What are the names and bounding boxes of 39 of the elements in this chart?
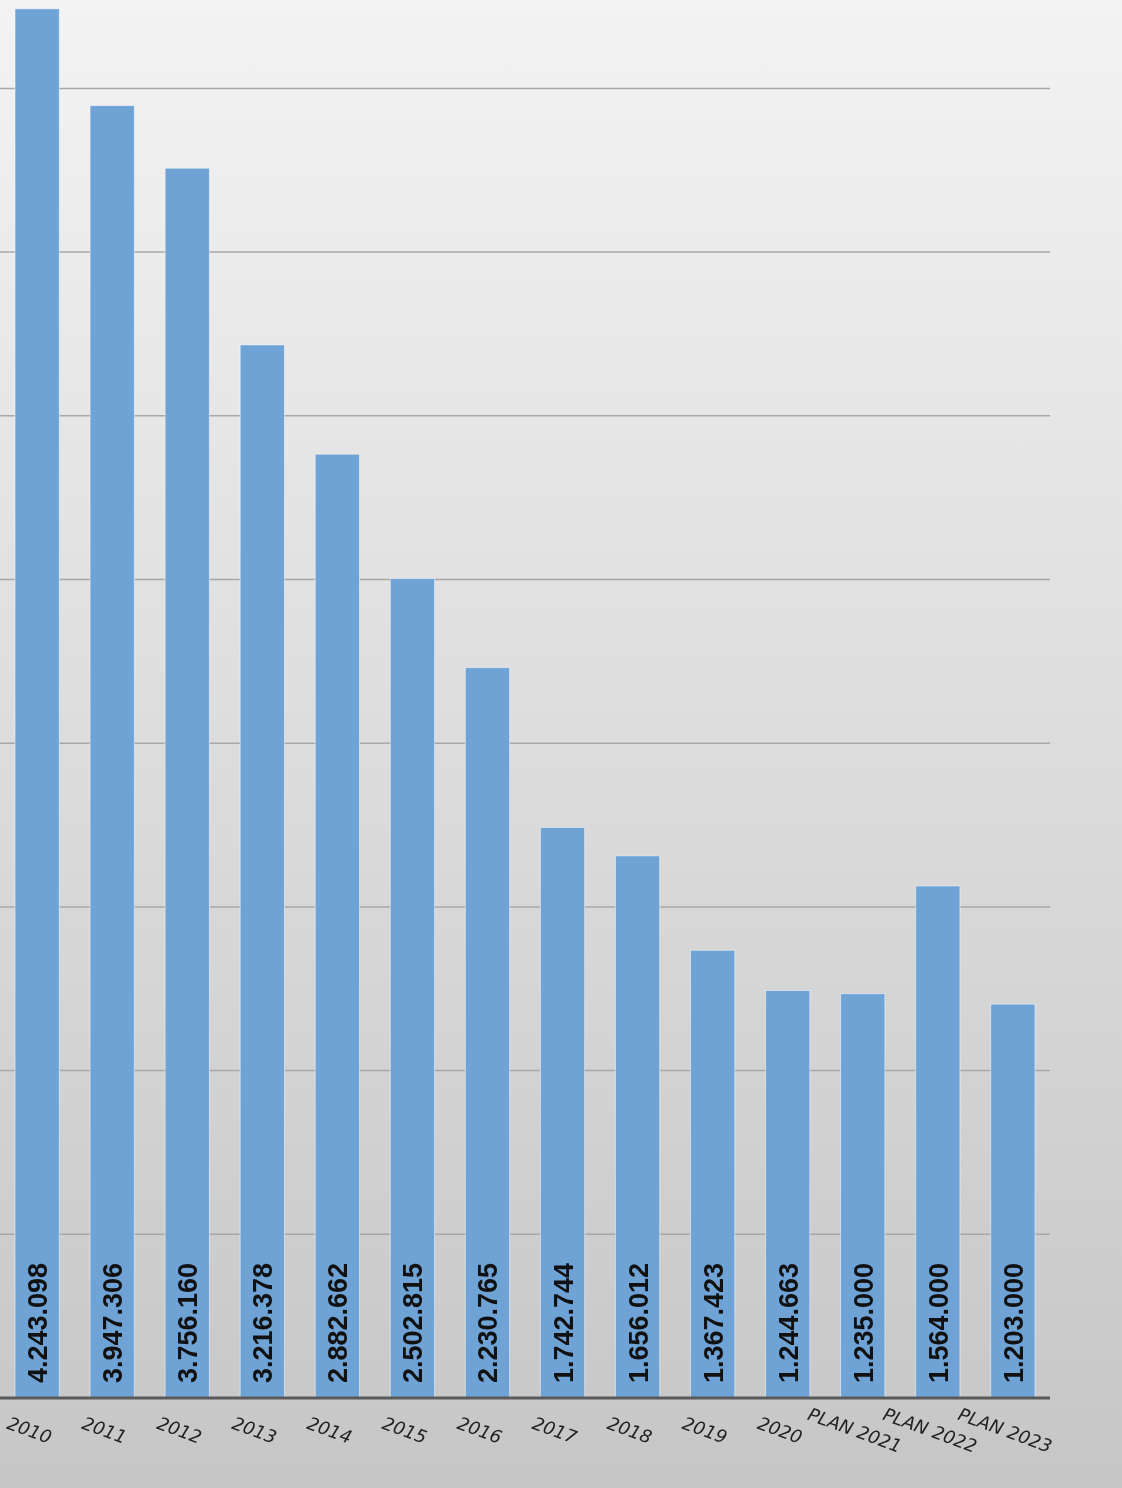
bar — [239, 344, 285, 1399]
bar — [464, 667, 511, 1399]
data-label: 1.656.012 — [623, 1262, 654, 1383]
x-tick-label: 2015 — [379, 1412, 430, 1448]
bar — [164, 167, 210, 1399]
x-tick-label: 2011 — [79, 1412, 130, 1448]
x-tick-label: 2016 — [454, 1412, 505, 1448]
data-label: 1.564.000 — [923, 1262, 954, 1383]
x-tick-label: 2020 — [754, 1412, 806, 1448]
bar — [915, 885, 961, 1399]
bar — [539, 826, 586, 1399]
data-label: 1.235.000 — [848, 1262, 879, 1383]
bar — [314, 453, 361, 1399]
data-label: 2.502.815 — [398, 1262, 429, 1383]
x-tick-label: 2013 — [229, 1412, 280, 1448]
x-tick-label: 2017 — [529, 1412, 581, 1448]
data-label: 1.203.000 — [998, 1262, 1029, 1383]
bar — [689, 949, 736, 1399]
x-tick-label: 2019 — [679, 1412, 730, 1448]
data-label: 1.742.744 — [548, 1262, 579, 1383]
data-label: 3.216.378 — [248, 1262, 279, 1383]
x-tick-label: 2014 — [304, 1412, 355, 1448]
x-tick-label: 2010 — [4, 1412, 55, 1448]
data-label: 1.367.423 — [698, 1262, 729, 1383]
bar — [840, 993, 886, 1399]
bar — [765, 990, 811, 1399]
bar — [14, 8, 60, 1399]
data-label: 2.230.765 — [473, 1262, 504, 1383]
data-label: 1.244.663 — [773, 1262, 804, 1383]
bar — [990, 1003, 1036, 1399]
data-label: 3.756.160 — [173, 1262, 204, 1383]
x-tick-label: 2018 — [604, 1412, 655, 1448]
data-label: 2.882.662 — [323, 1262, 354, 1383]
bar — [389, 578, 436, 1399]
bar — [614, 855, 661, 1399]
data-label: 4.243.098 — [23, 1262, 54, 1383]
data-label: 3.947.306 — [98, 1262, 129, 1383]
bar — [89, 105, 135, 1399]
x-tick-label: 2012 — [154, 1412, 205, 1448]
